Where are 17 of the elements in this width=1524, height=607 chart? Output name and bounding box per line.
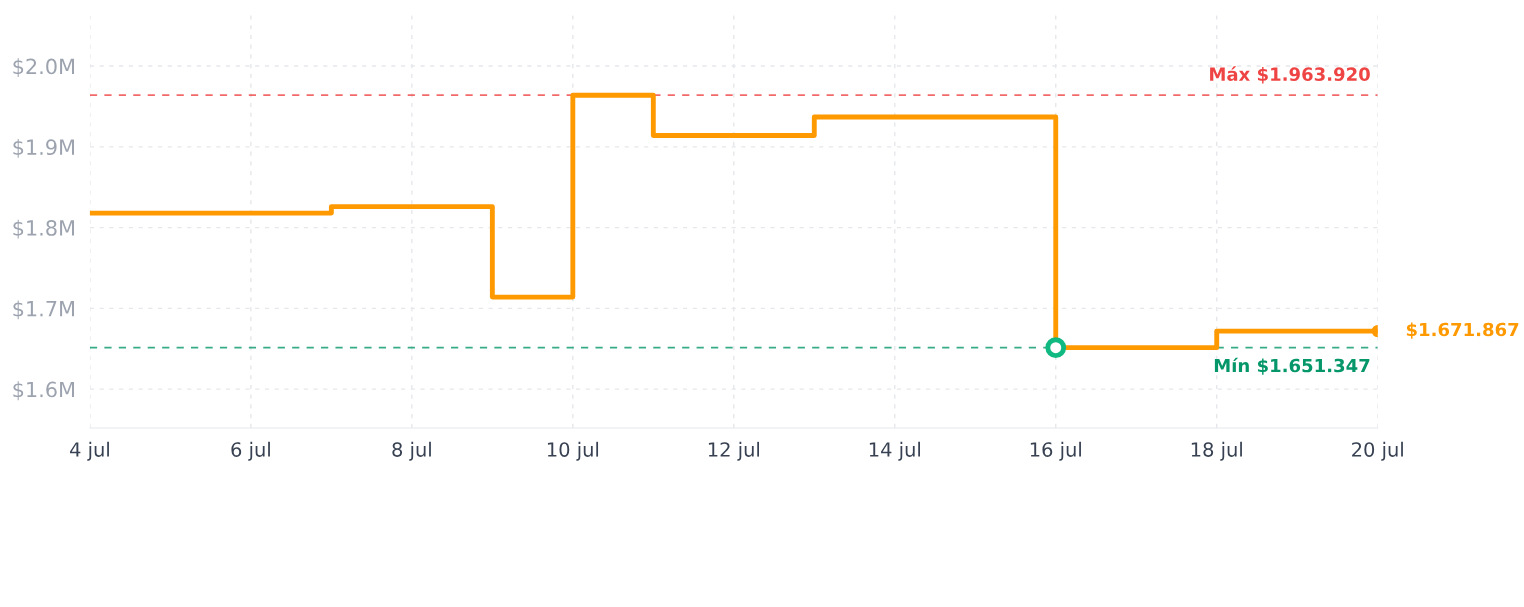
x-tick-label: 20 jul — [1352, 441, 1403, 461]
x-tick-label: 10 jul — [547, 441, 599, 461]
y-tick-label: $1.8M — [13, 219, 74, 239]
y-tick-label: $1.9M — [13, 138, 74, 158]
x-tick-label: 6 jul — [231, 441, 270, 461]
x-tick-label: 8 jul — [392, 441, 431, 461]
x-tick-label: 4 jul — [70, 441, 109, 461]
y-tick-label: $2.0M — [13, 58, 74, 78]
x-tick-label: 14 jul — [869, 441, 920, 461]
y-tick-label: $1.6M — [13, 381, 74, 401]
ref-line-label: Máx $1.963.920 — [1210, 66, 1370, 84]
x-tick-label: 16 jul — [1030, 441, 1081, 461]
x-tick-label: 18 jul — [1191, 441, 1242, 461]
ref-line-label: Mín $1.651.347 — [1214, 357, 1370, 375]
x-tick-label: 12 jul — [708, 441, 760, 461]
annotation: $1.671.867 — [1406, 322, 1519, 339]
y-tick-label: $1.7M — [13, 300, 74, 320]
